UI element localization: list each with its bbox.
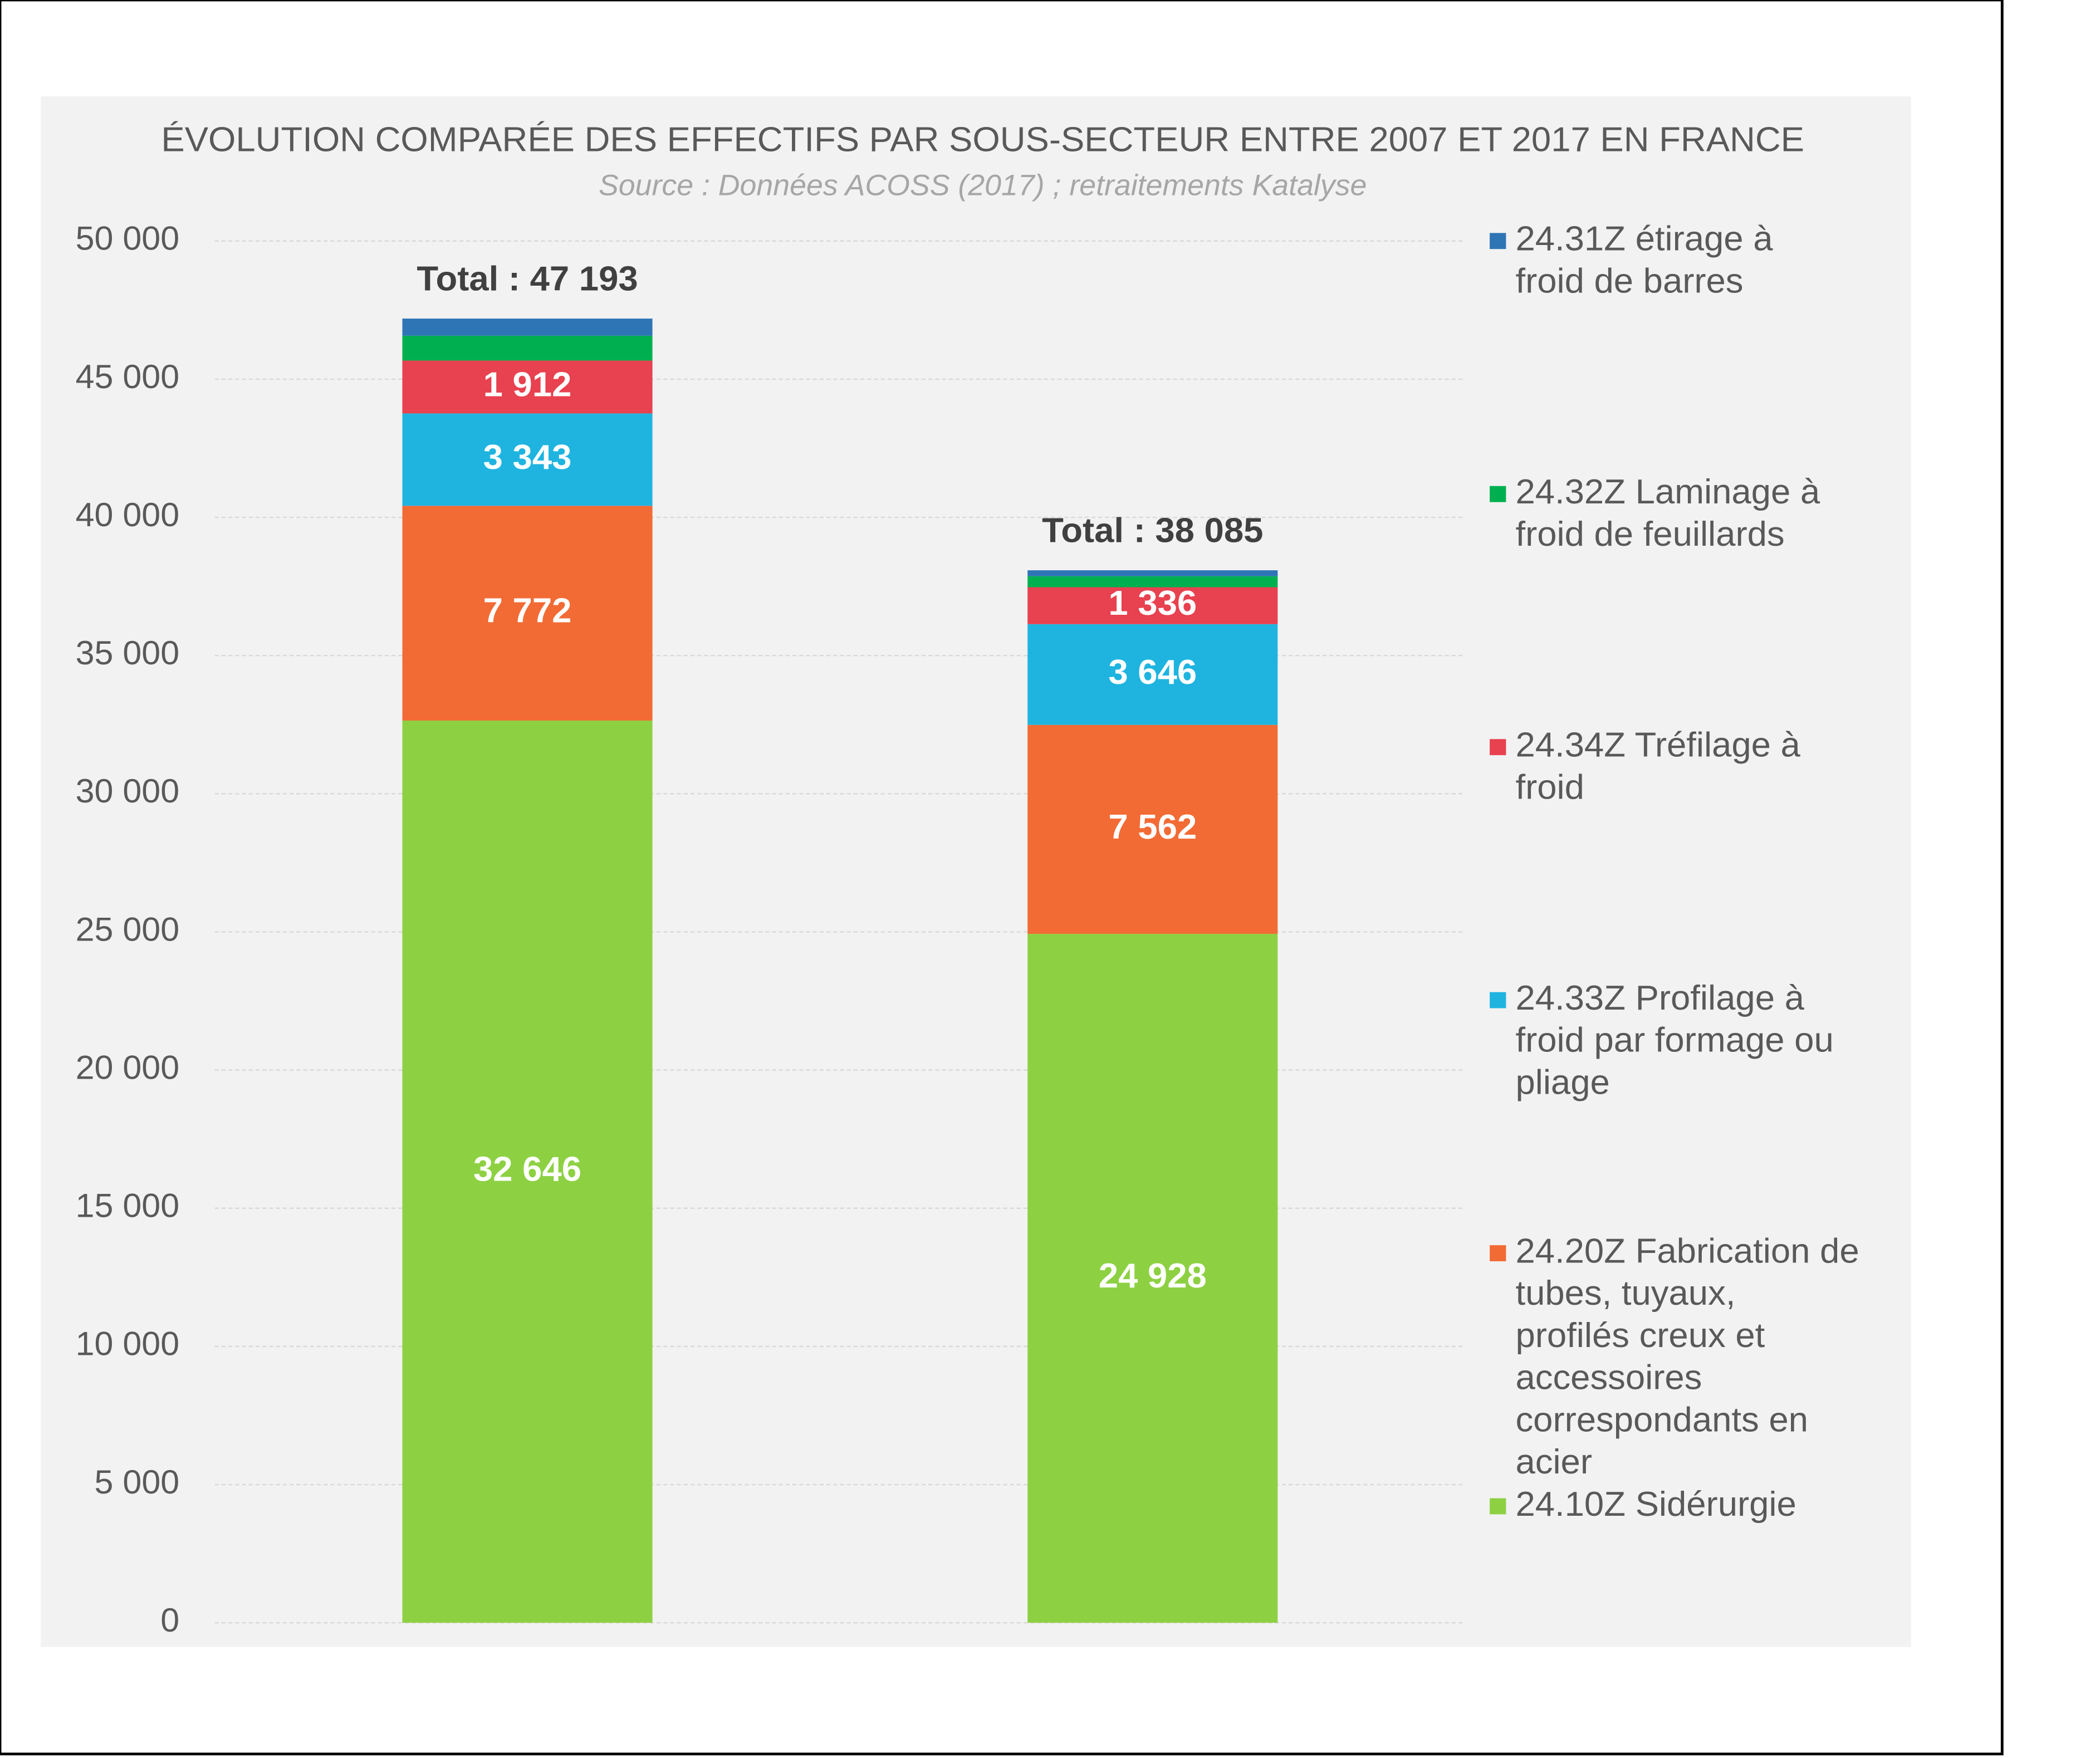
legend-label: 24.32Z Laminage à froid de feuillards (1515, 472, 1820, 553)
bar-segment (1027, 570, 1278, 576)
y-tick-label: 45 000 (76, 358, 180, 395)
y-tick-label: 25 000 (76, 910, 180, 948)
bar-segment (402, 506, 653, 721)
y-tick-label: 15 000 (76, 1187, 180, 1224)
y-tick-label: 10 000 (76, 1325, 180, 1362)
y-tick-label: 0 (160, 1601, 179, 1638)
y-tick-label: 50 000 (76, 219, 180, 257)
bar-segment (1027, 576, 1278, 587)
y-tick-label: 5 000 (95, 1463, 180, 1500)
bar-segment (1027, 724, 1278, 934)
legend-swatch (1490, 486, 1506, 502)
legend-label: 24.33Z Profilage à froid par formage ou pl… (1515, 978, 1833, 1101)
bar-segment (402, 413, 653, 506)
total-label: Total : 47 193 (417, 259, 638, 298)
y-tick-label: 35 000 (76, 634, 180, 671)
data-label: 1 336 (1108, 584, 1197, 623)
chart-title: ÉVOLUTION COMPARÉE DES EFFECTIFS PAR SOU… (161, 120, 1804, 159)
data-label: 3 343 (483, 438, 572, 476)
bar-segment (402, 335, 653, 361)
legend-label: 24.34Z Tréfilage à froid (1515, 726, 1800, 806)
legend-swatch (1490, 233, 1506, 249)
legend-swatch (1490, 1245, 1506, 1261)
y-tick-label: 40 000 (76, 496, 180, 533)
y-tick-label: 20 000 (76, 1049, 180, 1086)
bar-segment (402, 319, 653, 336)
legend-label: 24.10Z Sidérurgie (1515, 1485, 1796, 1523)
data-label: 32 646 (473, 1150, 581, 1188)
data-label: 24 928 (1099, 1257, 1207, 1295)
legend-swatch (1490, 992, 1506, 1008)
chart-panel (41, 96, 1911, 1647)
data-label: 7 772 (483, 591, 572, 630)
bar-segment (1027, 587, 1278, 624)
legend-swatch (1490, 1498, 1506, 1515)
data-label: 7 562 (1108, 807, 1197, 846)
chart-subtitle: Source : Données ACOSS (2017) ; retraite… (599, 169, 1367, 202)
legend-swatch (1490, 739, 1506, 756)
bar-segment (1027, 934, 1278, 1623)
bar-segment (1027, 624, 1278, 725)
bar-segment (402, 721, 653, 1623)
y-tick-label: 30 000 (76, 772, 180, 810)
legend-label: 24.20Z Fabrication de tubes, tuyaux, profi… (1515, 1231, 1859, 1481)
data-label: 1 912 (483, 365, 572, 404)
bar-segment (402, 360, 653, 414)
data-label: 3 646 (1108, 653, 1197, 691)
total-label: Total : 38 085 (1042, 511, 1263, 550)
legend-label: 24.31Z étirage à froid de barres (1515, 219, 1773, 300)
